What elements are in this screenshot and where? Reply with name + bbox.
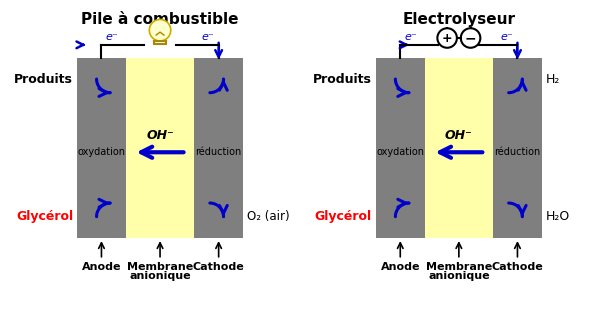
Circle shape (150, 20, 171, 41)
Bar (376, 57, 425, 238)
Text: OH⁻: OH⁻ (146, 129, 174, 142)
Text: H₂: H₂ (546, 72, 560, 85)
Text: Anode: Anode (82, 262, 121, 272)
Circle shape (438, 28, 457, 48)
Text: Glycérol: Glycérol (315, 210, 372, 223)
Text: Anode: Anode (381, 262, 420, 272)
Text: réduction: réduction (494, 147, 541, 157)
Text: anionique: anionique (129, 271, 191, 281)
Text: Produits: Produits (14, 72, 73, 85)
Text: Cathode: Cathode (192, 262, 245, 272)
Text: e⁻: e⁻ (501, 32, 514, 42)
Text: oxydation: oxydation (77, 147, 126, 157)
Text: −: − (465, 31, 476, 45)
Bar (493, 57, 542, 238)
Text: O₂ (air): O₂ (air) (247, 210, 289, 223)
Text: e⁻: e⁻ (404, 32, 417, 42)
Text: OH⁻: OH⁻ (445, 129, 473, 142)
Text: anionique: anionique (428, 271, 490, 281)
Text: Cathode: Cathode (492, 262, 543, 272)
Text: Produits: Produits (313, 72, 372, 85)
Text: oxydation: oxydation (376, 147, 424, 157)
Text: e⁻: e⁻ (105, 32, 118, 42)
Text: réduction: réduction (196, 147, 242, 157)
Bar (126, 57, 194, 238)
Text: Membrane: Membrane (426, 262, 492, 272)
Bar (194, 57, 243, 238)
Text: +: + (442, 32, 452, 45)
Text: Electrolyseur: Electrolyseur (402, 12, 516, 27)
Text: Glycérol: Glycérol (16, 210, 73, 223)
Bar (77, 57, 126, 238)
Text: e⁻: e⁻ (202, 32, 215, 42)
Circle shape (461, 28, 481, 48)
Bar (425, 57, 493, 238)
Text: Membrane: Membrane (127, 262, 193, 272)
Text: H₂O: H₂O (546, 210, 570, 223)
Text: Pile à combustible: Pile à combustible (82, 12, 239, 27)
